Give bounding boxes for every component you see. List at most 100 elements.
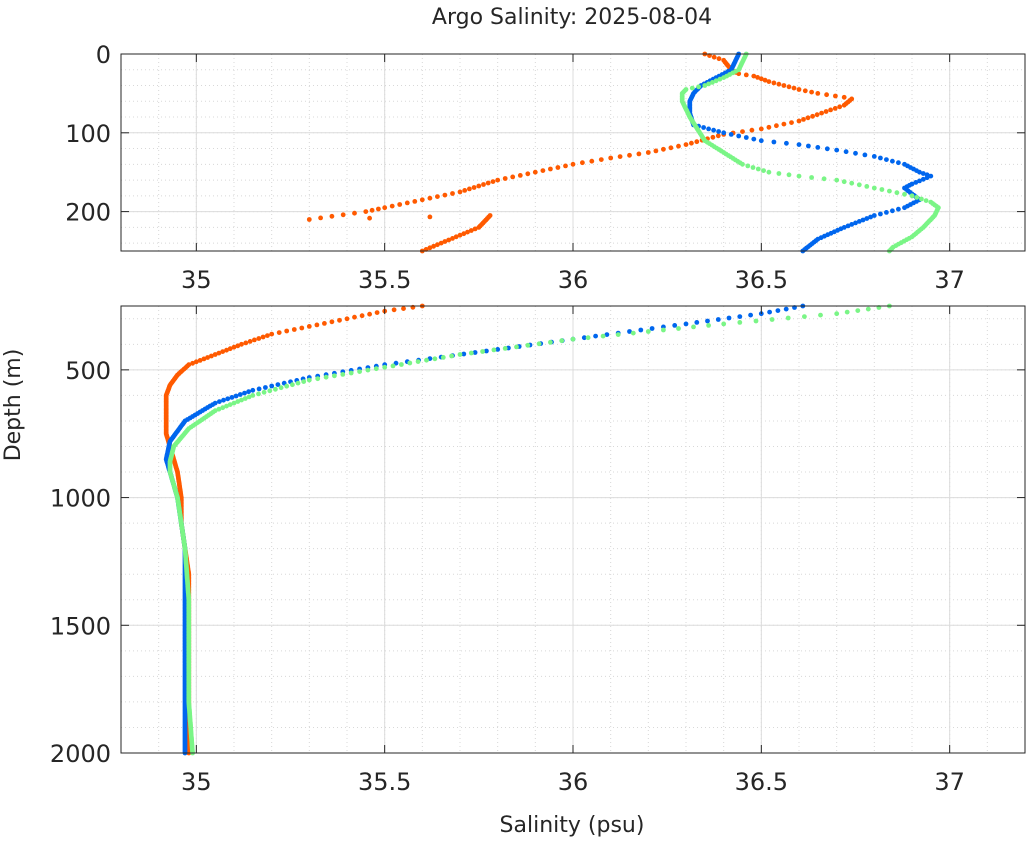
profile-orange-point — [814, 112, 820, 118]
profile-orange-point — [306, 217, 312, 222]
profile-orange-point — [352, 210, 357, 216]
upper-data-marks — [306, 51, 941, 254]
profile-orange-point — [668, 145, 674, 151]
profile-green-point — [246, 394, 252, 400]
profile-green-point — [902, 191, 907, 197]
profile-orange-point — [490, 179, 496, 185]
profile-blue-point — [705, 318, 710, 324]
profile-orange-point — [329, 213, 335, 219]
profile-orange-point — [462, 188, 468, 193]
profile-blue-point — [604, 332, 610, 337]
profile-orange-point — [442, 192, 448, 198]
profile-green-point — [250, 393, 256, 398]
profile-orange-point — [689, 140, 694, 146]
profile-orange-point — [427, 214, 433, 220]
profile-green-point — [468, 350, 474, 356]
profile-orange-point — [525, 171, 531, 177]
profile-blue-point — [751, 136, 757, 142]
profile-blue-point — [263, 385, 268, 390]
profile-green-point — [844, 309, 850, 315]
profile-blue-point — [771, 139, 777, 145]
profile-orange-point — [841, 102, 847, 108]
profile-green-point — [706, 81, 711, 87]
profile-orange-point — [617, 154, 623, 160]
profile-blue-point — [683, 321, 689, 327]
profile-blue-point — [845, 223, 851, 229]
profile-blue-point — [737, 314, 743, 319]
profile-green-point — [570, 336, 576, 342]
profile-blue-point — [920, 176, 926, 182]
profile-orange-point — [367, 311, 372, 317]
profile-green-point — [600, 333, 606, 339]
profile-green-point — [340, 372, 346, 377]
profile-green-point — [502, 346, 508, 351]
profile-green-point — [290, 382, 295, 388]
profile-orange-point — [758, 76, 764, 82]
profile-green-point — [753, 318, 759, 324]
profile-blue-point — [716, 129, 721, 134]
profile-orange-point — [589, 158, 595, 164]
profile-blue-point — [890, 158, 895, 164]
profile-orange-point — [376, 206, 381, 212]
profile-blue-point — [638, 327, 644, 333]
profile-green-point — [390, 363, 396, 369]
profile-green-point — [295, 380, 301, 386]
x-tick-label: 37 — [934, 266, 965, 294]
profile-green-point — [424, 357, 429, 363]
profile-green-point — [745, 163, 751, 169]
profile-orange-point — [810, 113, 815, 119]
profile-orange-point — [467, 186, 472, 192]
profile-blue-point — [627, 329, 632, 334]
profile-green-point — [750, 165, 756, 170]
profile-orange-point — [502, 176, 508, 181]
profile-blue-point — [878, 155, 883, 161]
profile-orange-point — [481, 182, 486, 187]
profile-green-point — [559, 338, 565, 344]
profile-blue-point — [834, 147, 840, 153]
profile-green-point — [382, 364, 388, 370]
profile-orange-point — [781, 83, 787, 88]
lower-panel: 35 35.5 36 36.5 37 500 1000 1500 2000 — [50, 303, 1026, 796]
profile-blue-point — [878, 211, 883, 217]
profile-orange-point — [442, 239, 448, 244]
profile-blue-point — [796, 142, 802, 148]
profile-green-point — [267, 388, 273, 394]
profile-green-point — [856, 182, 862, 188]
lower-tick-marks — [121, 306, 1025, 754]
profile-blue-point — [256, 386, 262, 392]
profile-orange-point — [710, 134, 716, 140]
profile-orange-point — [397, 202, 403, 207]
profile-orange-point — [465, 229, 470, 235]
profile-orange-point — [431, 243, 436, 249]
profile-green-point — [796, 173, 802, 179]
profile-orange-point — [563, 163, 568, 169]
x-tick-label: 35 — [181, 768, 212, 796]
profile-orange-point — [457, 232, 463, 238]
profile-orange-point — [636, 151, 642, 157]
profile-green-point — [865, 306, 871, 312]
profile-orange-point — [532, 169, 538, 175]
profile-orange-point — [828, 107, 833, 113]
x-tick-label: 35.5 — [358, 266, 411, 294]
profile-blue-point — [871, 213, 877, 218]
profile-orange-point — [212, 352, 218, 357]
profile-orange-point — [265, 333, 270, 338]
x-tick-label: 36 — [558, 266, 589, 294]
profile-green-point — [785, 315, 791, 321]
profile-blue-point — [775, 308, 781, 313]
profile-orange-point — [457, 189, 463, 195]
profile-green-point — [514, 344, 519, 350]
profile-blue-point — [784, 140, 789, 146]
profile-orange-point — [608, 155, 614, 161]
profile-orange-point — [755, 75, 760, 80]
profile-green-point — [491, 347, 497, 353]
profile-blue-point — [806, 143, 811, 149]
profile-green-point — [239, 397, 244, 403]
profile-orange-point — [653, 148, 659, 154]
profile-orange-point — [832, 106, 838, 111]
profile-orange-point — [833, 93, 838, 99]
profile-green-point — [645, 329, 651, 334]
profile-orange-point — [438, 240, 444, 246]
chart-title: Argo Salinity: 2025-08-04 — [432, 5, 712, 30]
profile-orange-point — [243, 340, 249, 346]
